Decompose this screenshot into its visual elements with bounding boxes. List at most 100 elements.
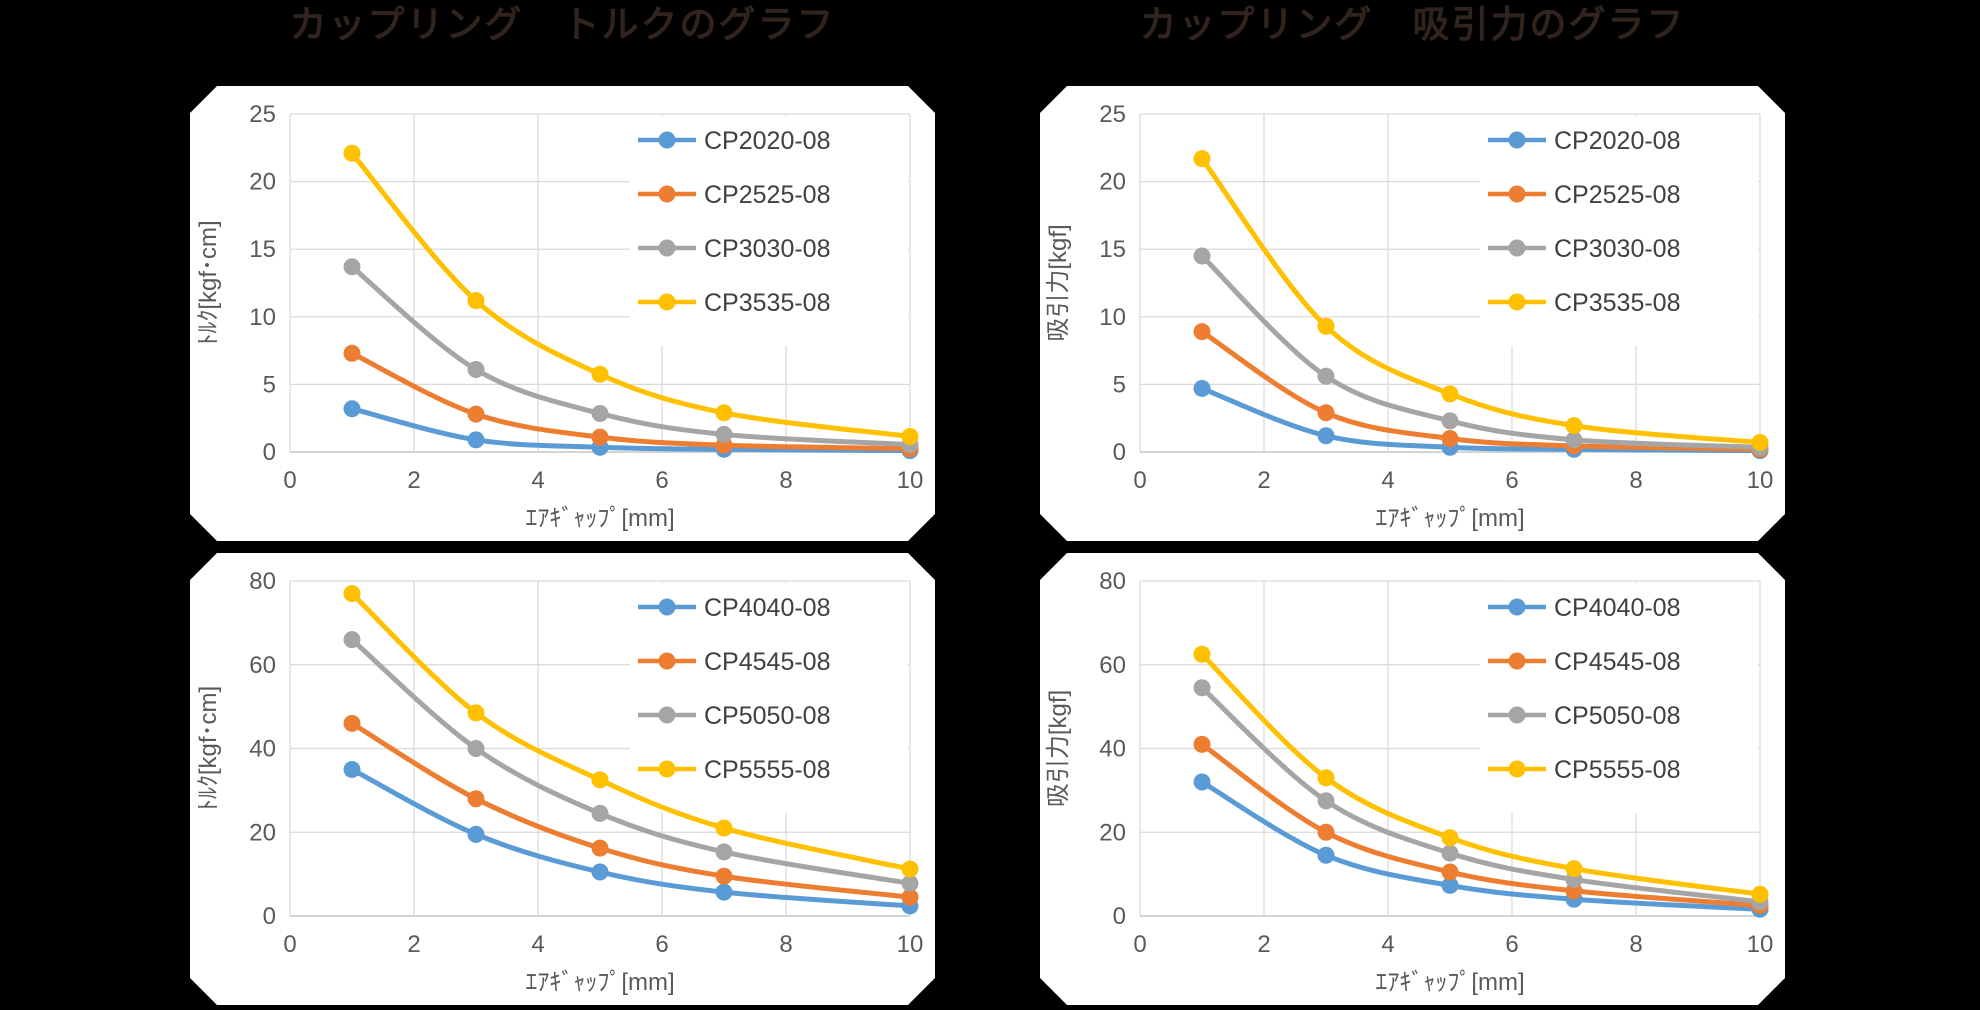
y-tick-label: 25 bbox=[249, 101, 276, 128]
y-tick-label: 0 bbox=[1113, 439, 1126, 466]
legend-entry-CP3535-08: CP3535-08 bbox=[638, 289, 830, 317]
legend-label: CP2020-08 bbox=[704, 127, 830, 155]
x-tick-label: 8 bbox=[1629, 931, 1642, 958]
legend-entry-CP2525-08: CP2525-08 bbox=[638, 181, 830, 209]
series-marker-CP5555-08 bbox=[1442, 829, 1459, 846]
legend-background bbox=[630, 583, 908, 813]
legend-label: CP5555-08 bbox=[1554, 756, 1680, 784]
chart-svg: 0 20 40 60 80 0 2 4 6 8 10 ｴｱｷﾞｬｯﾌﾟ[mm] 吸引力[kgf] CP40… bbox=[1040, 553, 1785, 1005]
series-marker-CP5555-08 bbox=[468, 704, 485, 721]
series-marker-CP3030-08 bbox=[1566, 431, 1583, 448]
x-tick-label: 8 bbox=[779, 931, 792, 958]
x-tick-label: 2 bbox=[407, 931, 420, 958]
attraction-chart-large-card: 0 20 40 60 80 0 2 4 6 8 10 ｴｱｷﾞｬｯﾌﾟ[mm] 吸引力[kgf] CP40… bbox=[1040, 553, 1785, 1005]
series-marker-CP5555-08 bbox=[1194, 646, 1211, 663]
legend-background bbox=[630, 116, 908, 346]
y-tick-label: 25 bbox=[1099, 101, 1126, 128]
y-axis-label: 吸引力[kgf] bbox=[1045, 690, 1072, 807]
legend-marker-swatch bbox=[659, 653, 676, 670]
legend-label: CP4545-08 bbox=[704, 648, 830, 676]
series-marker-CP3535-08 bbox=[716, 404, 733, 421]
x-tick-label: 6 bbox=[1505, 467, 1518, 494]
x-axis-label: ｴｱｷﾞｬｯﾌﾟ[mm] bbox=[1375, 969, 1524, 996]
x-tick-label: 8 bbox=[779, 467, 792, 494]
series-marker-CP2020-08 bbox=[1318, 427, 1335, 444]
chart-svg: 0 5 10 15 20 25 0 2 4 6 8 10 ｴｱｷﾞｬｯﾌﾟ[mm] 吸引力[kgf] CP2… bbox=[1040, 86, 1785, 541]
x-tick-label: 8 bbox=[1629, 467, 1642, 494]
series-marker-CP3535-08 bbox=[1566, 417, 1583, 434]
legend-entry-CP5050-08: CP5050-08 bbox=[638, 702, 830, 730]
series-marker-CP3535-08 bbox=[468, 292, 485, 309]
legend-marker-swatch bbox=[1509, 240, 1526, 257]
legend-marker-swatch bbox=[1509, 653, 1526, 670]
y-tick-label: 0 bbox=[263, 903, 276, 930]
y-tick-label: 60 bbox=[1099, 652, 1126, 679]
legend-label: CP4545-08 bbox=[1554, 648, 1680, 676]
series-marker-CP4545-08 bbox=[1442, 864, 1459, 881]
legend-entry-CP4545-08: CP4545-08 bbox=[638, 648, 830, 676]
x-axis-label: ｴｱｷﾞｬｯﾌﾟ[mm] bbox=[525, 505, 674, 532]
series-line-CP2020-08 bbox=[352, 409, 910, 451]
series-line-CP2525-08 bbox=[352, 353, 910, 448]
x-tick-label: 6 bbox=[1505, 931, 1518, 958]
x-tick-label: 0 bbox=[283, 931, 296, 958]
y-axis-label: ﾄﾙｸ[kgf･cm] bbox=[195, 220, 222, 345]
series-marker-CP4040-08 bbox=[468, 826, 485, 843]
legend-entry-CP5050-08: CP5050-08 bbox=[1488, 702, 1680, 730]
chart-svg: 0 5 10 15 20 25 0 2 4 6 8 10 ｴｱｷﾞｬｯﾌﾟ[mm] ﾄﾙｸ[kgf･cm]… bbox=[190, 86, 935, 541]
torque-chart-large: 0 20 40 60 80 0 2 4 6 8 10 ｴｱｷﾞｬｯﾌﾟ[mm] ﾄﾙｸ[kgf･cm] C… bbox=[190, 553, 935, 1005]
x-tick-label: 10 bbox=[897, 467, 924, 494]
legend-entry-CP4545-08: CP4545-08 bbox=[1488, 648, 1680, 676]
x-tick-label: 4 bbox=[531, 931, 544, 958]
legend-entry-CP2020-08: CP2020-08 bbox=[1488, 127, 1680, 155]
legend-entry-CP3535-08: CP3535-08 bbox=[1488, 289, 1680, 317]
legend-label: CP2020-08 bbox=[1554, 127, 1680, 155]
y-tick-label: 20 bbox=[1099, 819, 1126, 846]
y-tick-label: 15 bbox=[249, 236, 276, 263]
legend-marker-swatch bbox=[1509, 294, 1526, 311]
legend-entry-CP4040-08: CP4040-08 bbox=[638, 594, 830, 622]
series-marker-CP4545-08 bbox=[592, 840, 609, 857]
y-tick-label: 5 bbox=[1113, 371, 1126, 398]
series-marker-CP3030-08 bbox=[1194, 247, 1211, 264]
series-marker-CP4545-08 bbox=[902, 889, 919, 906]
legend-entry-CP4040-08: CP4040-08 bbox=[1488, 594, 1680, 622]
y-tick-label: 0 bbox=[263, 439, 276, 466]
series-marker-CP3030-08 bbox=[468, 361, 485, 378]
series-marker-CP3535-08 bbox=[1752, 434, 1769, 451]
series-line-CP2525-08 bbox=[1202, 332, 1760, 450]
y-tick-label: 20 bbox=[249, 169, 276, 196]
y-tick-label: 15 bbox=[1099, 236, 1126, 263]
legend-entry-CP2525-08: CP2525-08 bbox=[1488, 181, 1680, 209]
attraction-chart-large: 0 20 40 60 80 0 2 4 6 8 10 ｴｱｷﾞｬｯﾌﾟ[mm] 吸引力[kgf] CP40… bbox=[1040, 553, 1785, 1005]
y-tick-label: 20 bbox=[249, 819, 276, 846]
legend-marker-swatch bbox=[659, 707, 676, 724]
series-marker-CP3535-08 bbox=[592, 366, 609, 383]
x-tick-label: 0 bbox=[283, 467, 296, 494]
x-tick-label: 4 bbox=[1381, 931, 1394, 958]
legend-background bbox=[1480, 116, 1758, 346]
series-marker-CP4545-08 bbox=[716, 868, 733, 885]
y-tick-label: 20 bbox=[1099, 169, 1126, 196]
y-tick-label: 80 bbox=[249, 568, 276, 595]
series-marker-CP3030-08 bbox=[344, 258, 361, 275]
x-tick-label: 6 bbox=[655, 931, 668, 958]
legend-marker-swatch bbox=[659, 761, 676, 778]
series-marker-CP4040-08 bbox=[1442, 877, 1459, 894]
x-tick-label: 4 bbox=[531, 467, 544, 494]
x-tick-label: 0 bbox=[1133, 467, 1146, 494]
legend-entry-CP2020-08: CP2020-08 bbox=[638, 127, 830, 155]
series-marker-CP2525-08 bbox=[344, 345, 361, 362]
x-tick-label: 2 bbox=[1257, 467, 1270, 494]
series-marker-CP5555-08 bbox=[1566, 860, 1583, 877]
legend-marker-swatch bbox=[659, 599, 676, 616]
series-marker-CP3030-08 bbox=[1442, 412, 1459, 429]
series-marker-CP4545-08 bbox=[468, 790, 485, 807]
series-marker-CP2020-08 bbox=[344, 400, 361, 417]
series-marker-CP2525-08 bbox=[468, 406, 485, 423]
series-marker-CP3030-08 bbox=[1318, 368, 1335, 385]
legend-label: CP3030-08 bbox=[704, 235, 830, 263]
y-axis-label: ﾄﾙｸ[kgf･cm] bbox=[195, 686, 222, 811]
left-column-title: カップリング トルクのグラフ bbox=[289, 4, 836, 45]
series-marker-CP4040-08 bbox=[592, 864, 609, 881]
